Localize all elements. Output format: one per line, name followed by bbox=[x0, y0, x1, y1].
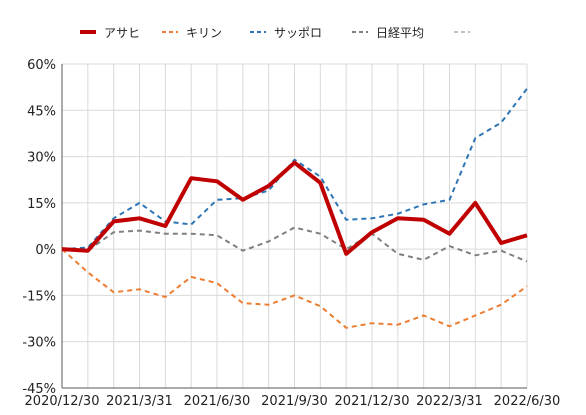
x-tick-label: 2021/3/31 bbox=[106, 394, 173, 409]
series-line-3 bbox=[61, 226, 528, 263]
x-tick-label: 2021/6/30 bbox=[184, 394, 251, 409]
y-tick-label: 45% bbox=[27, 104, 56, 119]
x-tick-label: 2021/12/30 bbox=[335, 394, 410, 409]
y-tick-label: 60% bbox=[27, 58, 56, 73]
legend-label-2: サッポロ bbox=[274, 26, 322, 40]
x-tick-label: 2022/6/30 bbox=[494, 394, 561, 409]
series-line-1 bbox=[61, 248, 528, 329]
legend-label-1: キリン bbox=[186, 26, 222, 40]
x-tick-label: 2021/9/30 bbox=[261, 394, 328, 409]
y-tick-label: -15% bbox=[22, 289, 56, 304]
y-axis-ticks: 60% 45% 30% 15% 0% -15% -30% -45% bbox=[22, 58, 56, 397]
y-tick-label: 15% bbox=[27, 197, 56, 212]
y-tick-label: 0% bbox=[35, 243, 56, 258]
y-tick-label: -45% bbox=[22, 382, 56, 397]
y-tick-label: -30% bbox=[22, 336, 56, 351]
x-tick-label: 2022/3/31 bbox=[416, 394, 483, 409]
series-line-0 bbox=[61, 160, 528, 256]
legend-label-3: 日経平均 bbox=[376, 26, 424, 40]
x-tick-label: 2020/12/30 bbox=[25, 394, 100, 409]
y-tick-label: 30% bbox=[27, 151, 56, 166]
series-line-2 bbox=[61, 88, 528, 251]
legend-label-0: アサヒ bbox=[104, 26, 140, 40]
chart-legend: アサヒ キリン サッポロ 日経平均 bbox=[80, 26, 470, 40]
chart-series bbox=[61, 88, 528, 329]
chart-axes bbox=[61, 64, 527, 389]
x-axis-ticks: 2020/12/30 2021/3/31 2021/6/30 2021/9/30 202… bbox=[25, 394, 561, 409]
